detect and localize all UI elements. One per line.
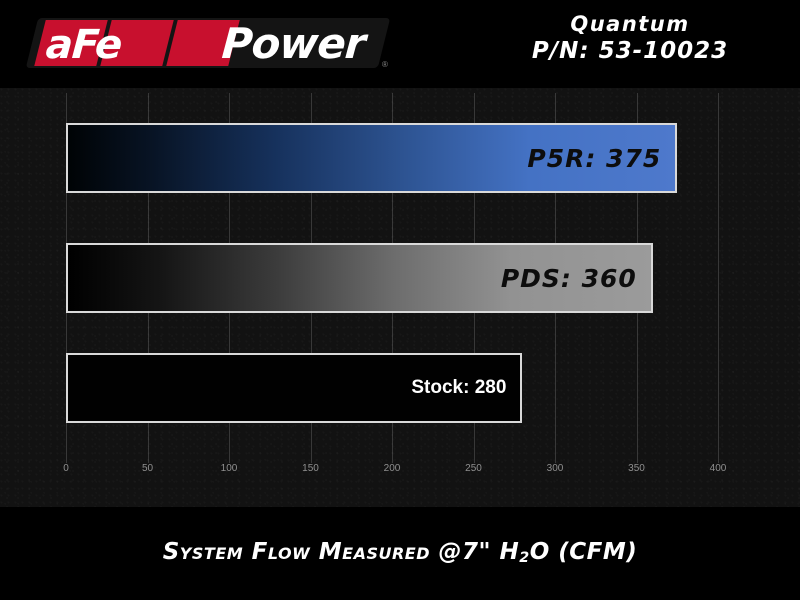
- bar-label-stock: Stock: 280: [411, 377, 507, 398]
- x-tick-50: 50: [141, 463, 154, 474]
- caption-prefix: System Flow Measured @7" H: [162, 539, 520, 565]
- header-bar: aFe Power ® Quantum P/N: 53-10023: [0, 0, 800, 88]
- bar-stock: Stock: 280: [66, 353, 523, 423]
- bar-label-p5r: P5R: 375: [527, 143, 662, 173]
- part-number: P/N: 53-10023: [531, 38, 729, 65]
- x-tick-250: 250: [465, 463, 482, 474]
- caption-subscript: 2: [519, 550, 530, 566]
- x-tick-100: 100: [220, 463, 238, 474]
- bar-p5r: P5R: 375: [66, 123, 678, 193]
- logo-text-power: Power: [220, 19, 367, 68]
- product-info: Quantum P/N: 53-10023: [470, 12, 790, 66]
- gridline: [718, 93, 719, 463]
- plot-region: P5R: 375 PDS: 360 Stock: 280: [66, 93, 719, 463]
- afe-power-logo: aFe Power ®: [25, 12, 396, 74]
- x-tick-350: 350: [628, 463, 645, 474]
- x-tick-300: 300: [546, 463, 564, 474]
- x-tick-150: 150: [302, 463, 319, 474]
- bar-pds: PDS: 360: [66, 243, 653, 313]
- caption-suffix: O (CFM): [529, 539, 638, 565]
- footer-bar: System Flow Measured @7" H2O (CFM): [0, 507, 800, 600]
- chart-caption: System Flow Measured @7" H2O (CFM): [0, 539, 800, 566]
- x-tick-400: 400: [709, 463, 727, 474]
- bar-label-pds: PDS: 360: [500, 263, 637, 293]
- registered-trademark-icon: ®: [382, 60, 388, 69]
- logo-text-afe: aFe: [44, 22, 123, 68]
- x-axis: 0 50 100 150 200 250 300 350 400: [63, 463, 726, 485]
- x-tick-200: 200: [383, 463, 401, 474]
- x-tick-0: 0: [63, 463, 69, 474]
- product-name: Quantum: [570, 12, 690, 36]
